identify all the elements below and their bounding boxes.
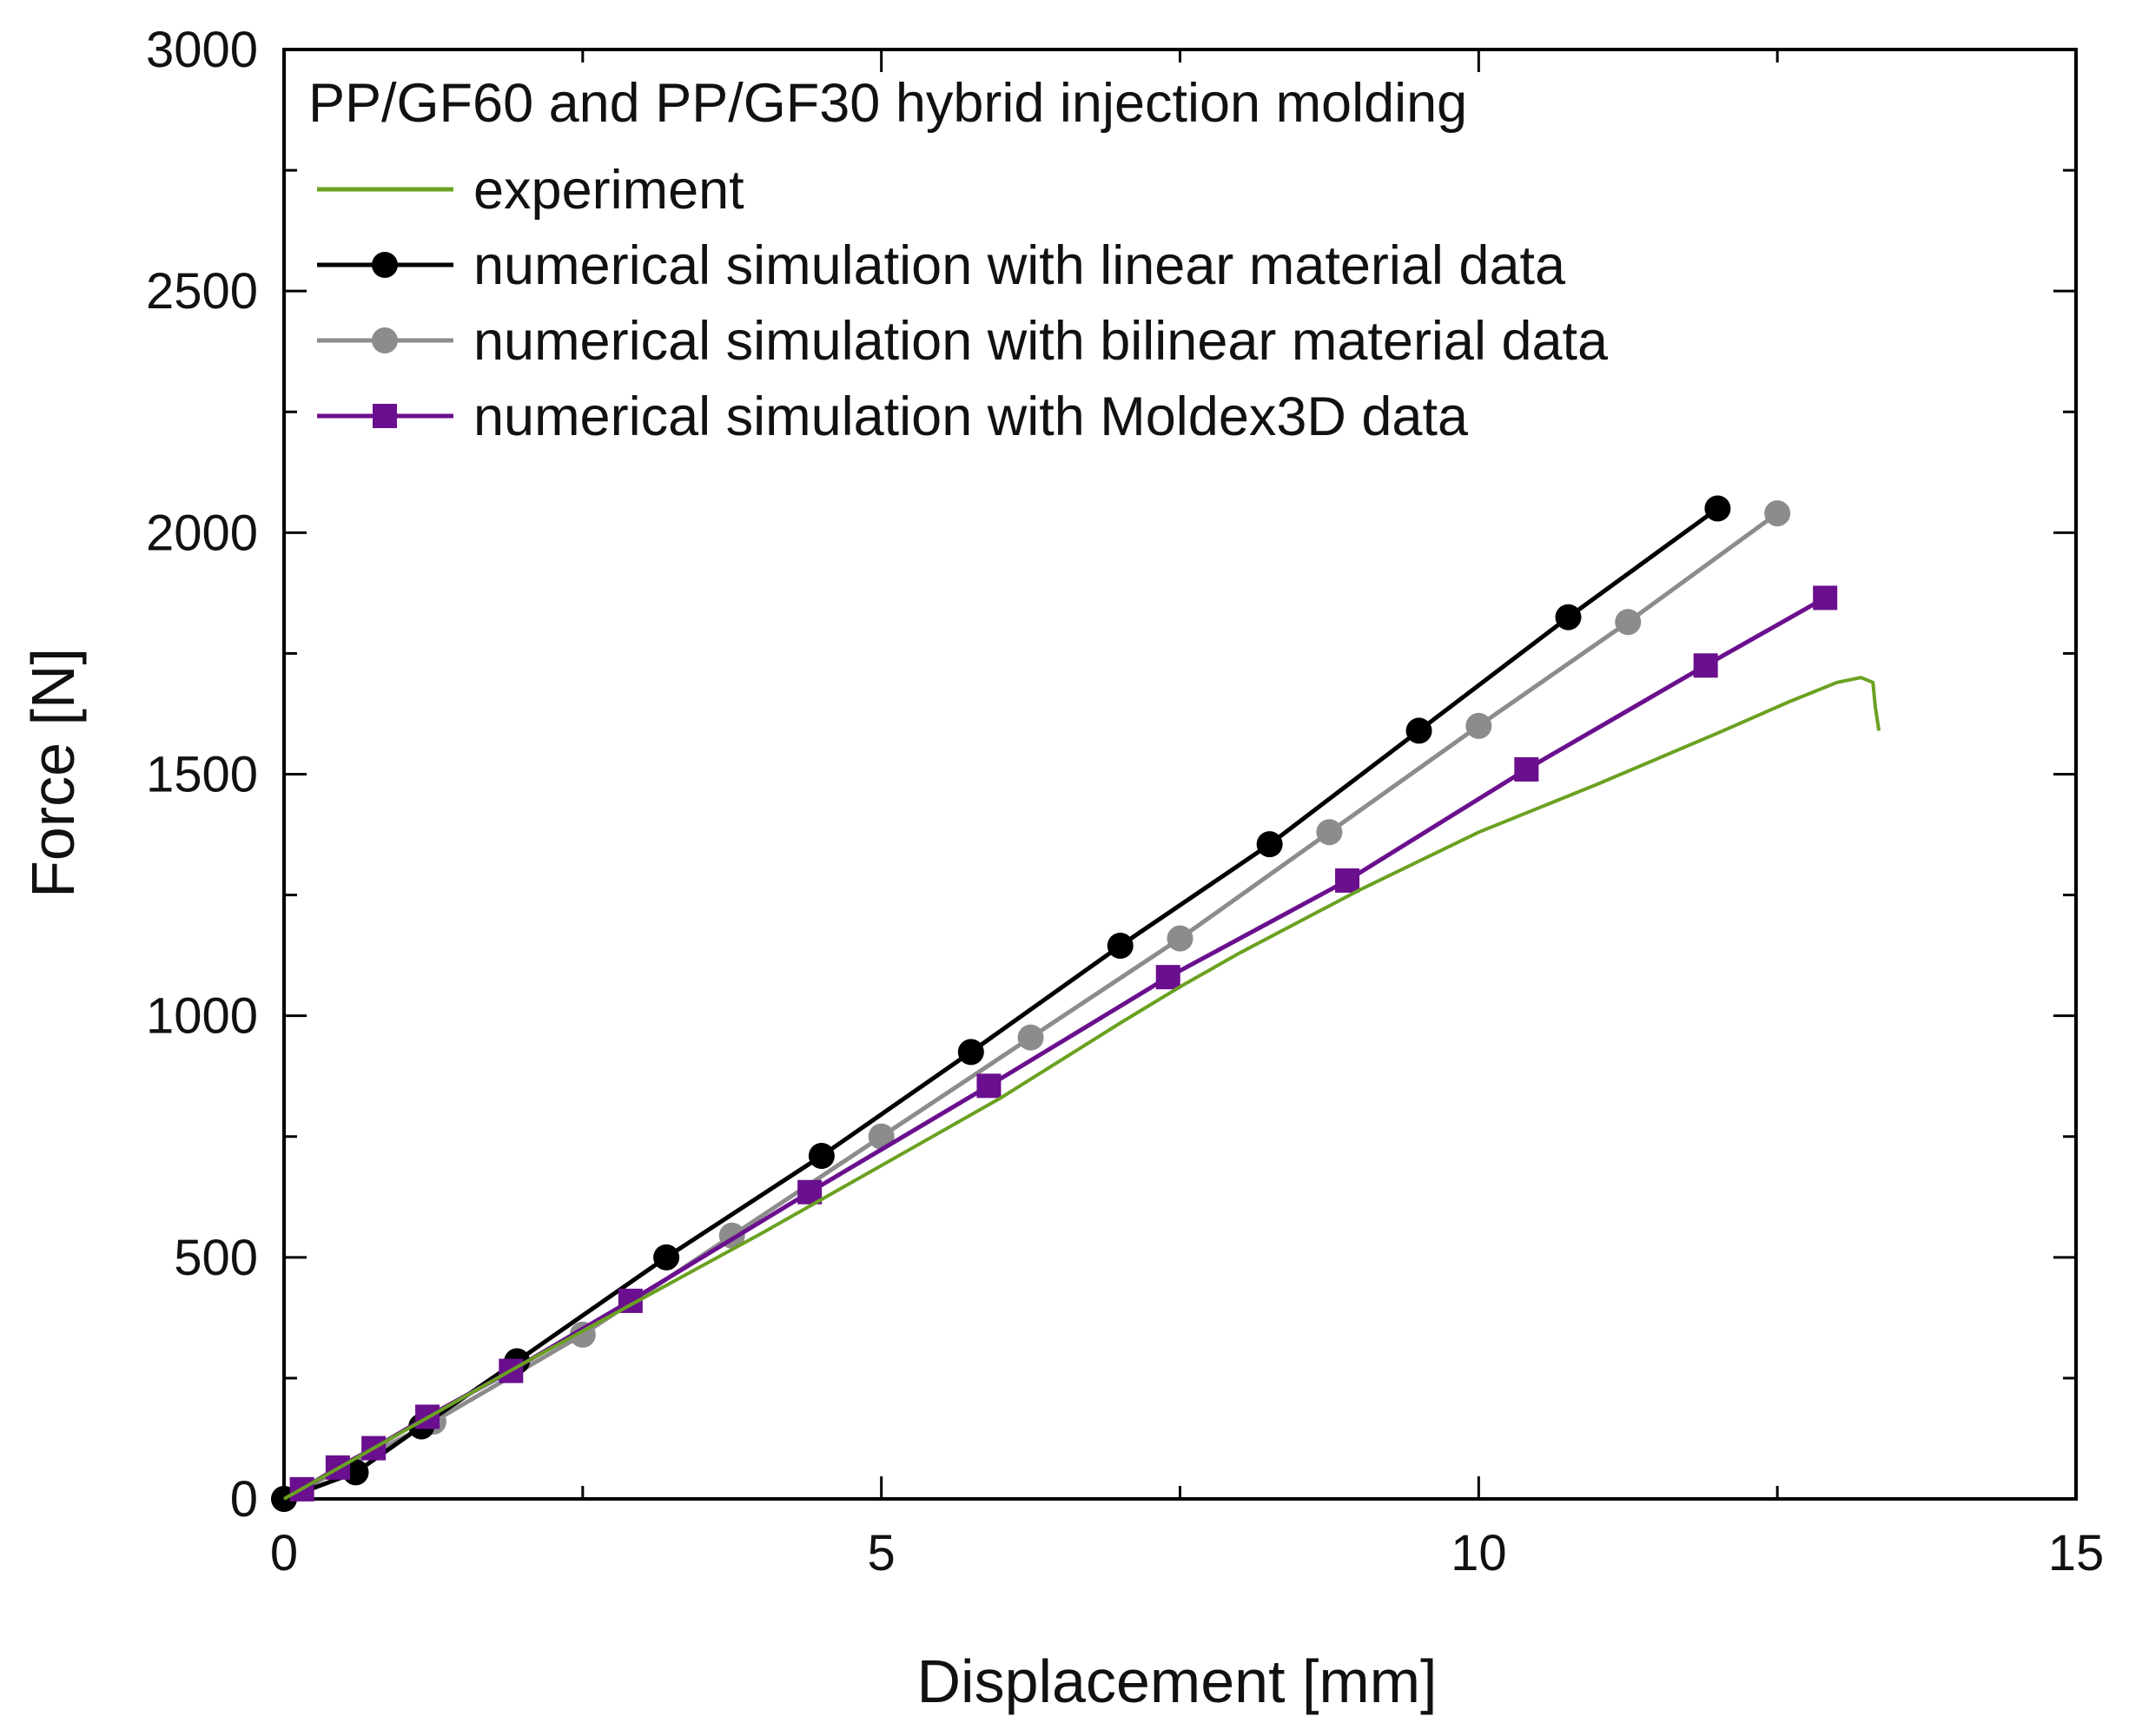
data-point [1764, 500, 1791, 527]
x-tick-label: 15 [2048, 1525, 2105, 1581]
y-tick-label: 1500 [146, 747, 258, 803]
legend-label: numerical simulation with bilinear mater… [473, 311, 1609, 372]
legend-swatch-marker [372, 252, 398, 278]
legend-entry: numerical simulation with bilinear mater… [317, 311, 1609, 372]
data-point [1615, 609, 1642, 636]
legend-swatch-marker [372, 327, 398, 353]
data-point [1704, 495, 1731, 522]
data-point [1107, 932, 1134, 959]
legend-label: experiment [473, 160, 744, 221]
data-point [868, 1123, 895, 1150]
series-line [283, 506, 1719, 1502]
data-point [653, 1244, 680, 1271]
x-tick-label: 0 [270, 1525, 298, 1581]
data-point [1405, 717, 1432, 744]
legend-entry: experiment [317, 160, 744, 221]
y-tick-label: 1000 [146, 988, 258, 1045]
x-tick-label: 10 [1451, 1525, 1507, 1581]
series-0 [283, 676, 1881, 1501]
axes-layer: 0 5 10 15 0 500 1000 1500 2000 2500 3000 [146, 22, 2104, 1581]
legend-label: numerical simulation with linear materia… [473, 235, 1566, 296]
data-point [1167, 925, 1193, 952]
data-point [1256, 831, 1283, 858]
data-point [1335, 868, 1360, 893]
data-point [1555, 604, 1582, 630]
chart-title: PP/GF60 and PP/GF30 hybrid injection mol… [308, 73, 1467, 134]
x-tick-label: 5 [868, 1525, 896, 1581]
data-point [1693, 653, 1718, 678]
series-2 [271, 500, 1791, 1512]
data-point [1316, 819, 1343, 846]
x-axis-title: Displacement [mm] [916, 1647, 1437, 1715]
legend: PP/GF60 and PP/GF30 hybrid injection mol… [308, 73, 1609, 447]
series-line [283, 676, 1881, 1501]
data-point [808, 1143, 835, 1170]
data-point [976, 1073, 1002, 1099]
y-tick-label: 2000 [146, 505, 258, 561]
data-point [957, 1039, 984, 1066]
legend-label: numerical simulation with Moldex3D data [473, 386, 1469, 447]
legend-swatch-marker [373, 404, 397, 428]
data-point [1514, 756, 1539, 782]
series-layer [271, 495, 1881, 1512]
y-axis-title: Force [N] [19, 648, 87, 898]
data-point [1465, 712, 1492, 739]
data-point [1017, 1024, 1044, 1051]
y-tick-label: 500 [174, 1230, 258, 1286]
data-point [1155, 965, 1180, 990]
legend-entry: numerical simulation with Moldex3D data [317, 386, 1469, 447]
y-tick-label: 3000 [146, 22, 258, 78]
legend-entry: numerical simulation with linear materia… [317, 235, 1566, 296]
y-tick-label: 2500 [146, 263, 258, 320]
data-point [1813, 585, 1838, 611]
y-tick-label: 0 [230, 1471, 258, 1528]
